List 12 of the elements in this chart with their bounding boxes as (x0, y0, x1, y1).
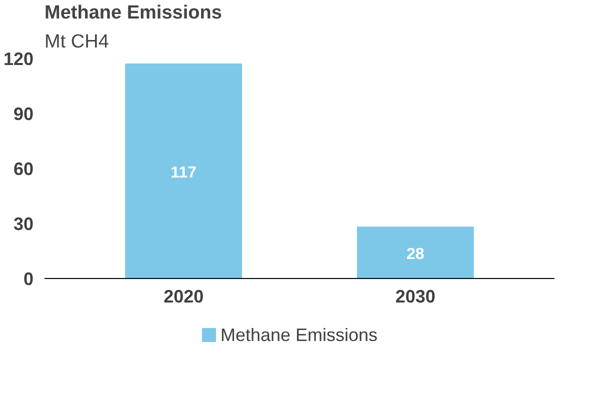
data-label: 28 (406, 246, 424, 263)
y-tick-label: 60 (13, 159, 34, 179)
x-tick-label: 2030 (395, 286, 436, 306)
x-tick-label: 2020 (164, 286, 204, 306)
legend-item: Methane Emissions (202, 325, 378, 345)
y-tick-label: 0 (23, 269, 34, 289)
chart-title: Methane Emissions (44, 2, 222, 24)
y-tick-label: 120 (3, 49, 34, 69)
chart-subtitle: Mt CH4 (44, 32, 110, 52)
y-tick-label: 90 (13, 104, 34, 124)
y-tick-label: 30 (13, 214, 34, 234)
data-label: 117 (170, 164, 197, 182)
